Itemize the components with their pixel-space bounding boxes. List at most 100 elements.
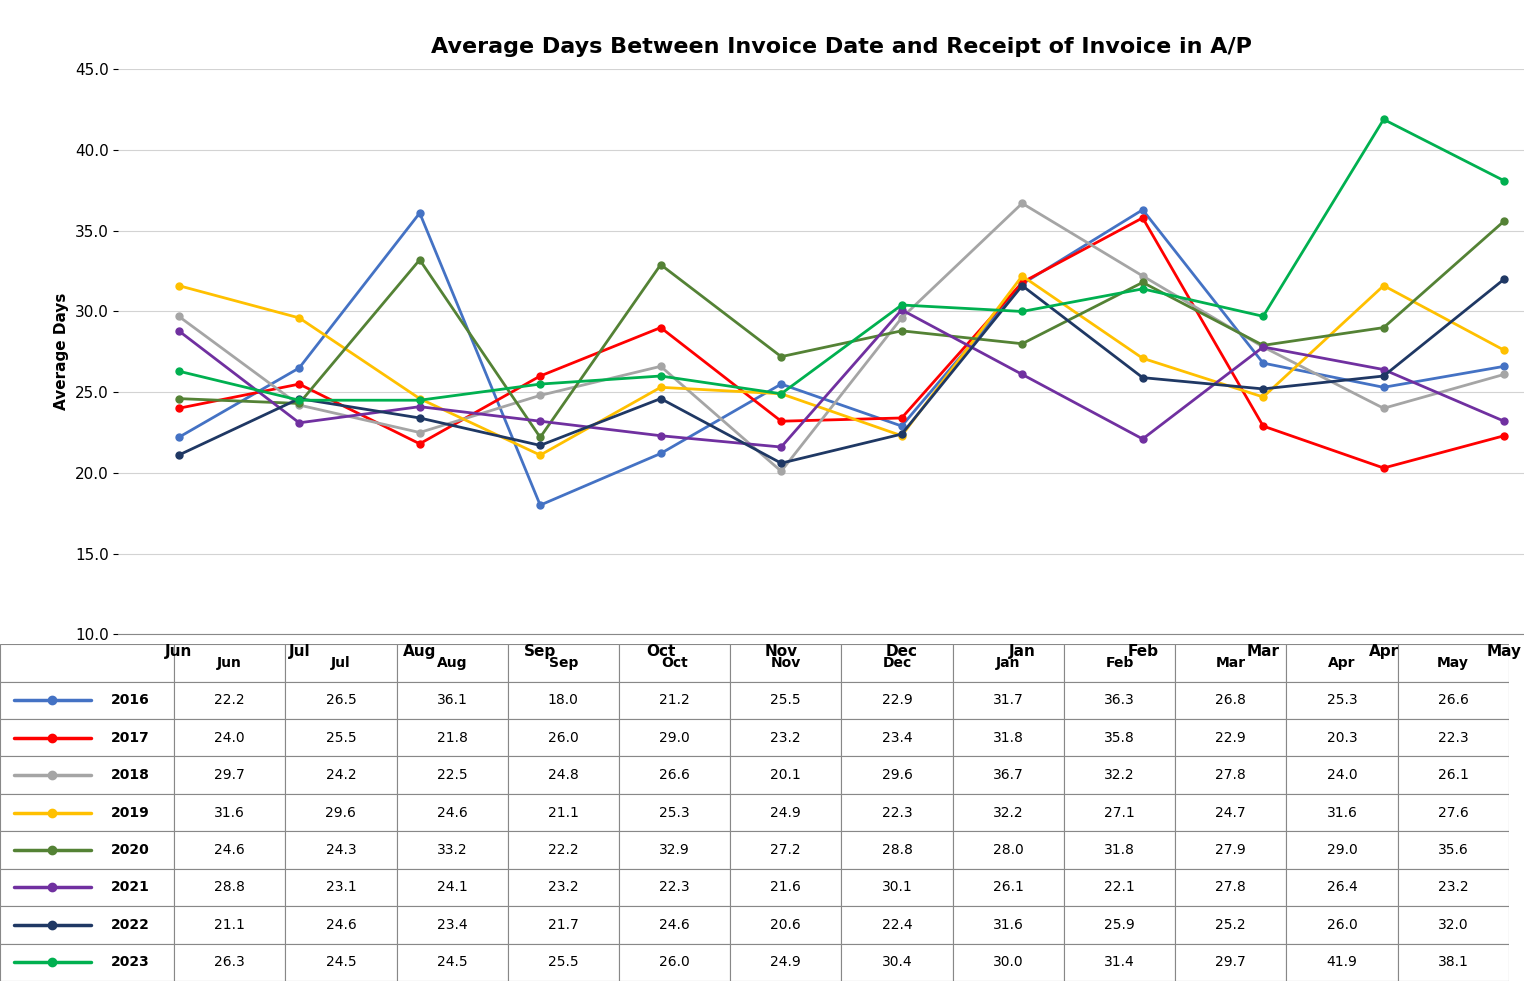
2019 bbox=[410, 392, 428, 404]
Text: Dec: Dec bbox=[882, 656, 911, 670]
2019 bbox=[1013, 270, 1032, 281]
FancyBboxPatch shape bbox=[619, 794, 730, 831]
FancyBboxPatch shape bbox=[1286, 943, 1398, 981]
FancyBboxPatch shape bbox=[174, 943, 285, 981]
Text: 29.6: 29.6 bbox=[881, 768, 913, 782]
FancyBboxPatch shape bbox=[952, 906, 1064, 943]
FancyBboxPatch shape bbox=[1398, 756, 1509, 794]
Text: 22.3: 22.3 bbox=[1437, 730, 1469, 745]
FancyBboxPatch shape bbox=[1175, 719, 1286, 756]
2022 bbox=[1134, 372, 1152, 384]
2021 bbox=[893, 304, 911, 316]
2022 bbox=[1495, 274, 1513, 285]
2020 bbox=[1254, 339, 1273, 351]
Text: 24.7: 24.7 bbox=[1216, 806, 1247, 820]
Text: 26.0: 26.0 bbox=[549, 730, 579, 745]
2017 bbox=[290, 379, 308, 390]
Text: 18.0: 18.0 bbox=[549, 694, 579, 708]
2021 bbox=[410, 400, 428, 412]
FancyBboxPatch shape bbox=[1064, 943, 1175, 981]
2016 bbox=[1134, 204, 1152, 216]
2023 bbox=[652, 370, 671, 382]
2022 bbox=[169, 449, 187, 461]
FancyBboxPatch shape bbox=[730, 943, 841, 981]
FancyBboxPatch shape bbox=[396, 644, 507, 682]
Text: Feb: Feb bbox=[1105, 656, 1134, 670]
FancyBboxPatch shape bbox=[507, 831, 619, 869]
Text: 24.8: 24.8 bbox=[549, 768, 579, 782]
Text: 2022: 2022 bbox=[111, 918, 149, 932]
Text: 31.8: 31.8 bbox=[1103, 843, 1135, 857]
2019 bbox=[530, 449, 549, 461]
2021 bbox=[1013, 369, 1032, 381]
FancyBboxPatch shape bbox=[174, 869, 285, 906]
2019 bbox=[1375, 279, 1393, 291]
FancyBboxPatch shape bbox=[619, 644, 730, 682]
Text: Jul: Jul bbox=[331, 656, 351, 670]
2020 bbox=[169, 392, 187, 404]
FancyBboxPatch shape bbox=[174, 644, 285, 682]
FancyBboxPatch shape bbox=[507, 869, 619, 906]
FancyBboxPatch shape bbox=[730, 794, 841, 831]
FancyBboxPatch shape bbox=[1398, 943, 1509, 981]
Text: 24.5: 24.5 bbox=[326, 955, 357, 969]
Text: 2023: 2023 bbox=[111, 955, 149, 969]
2021 bbox=[1254, 341, 1273, 353]
FancyBboxPatch shape bbox=[730, 756, 841, 794]
Text: 29.7: 29.7 bbox=[215, 768, 245, 782]
FancyBboxPatch shape bbox=[1064, 794, 1175, 831]
Text: 24.6: 24.6 bbox=[326, 918, 357, 932]
Line: 2016: 2016 bbox=[175, 206, 1507, 508]
Text: 20.6: 20.6 bbox=[771, 918, 802, 932]
Text: 31.6: 31.6 bbox=[215, 806, 245, 820]
FancyBboxPatch shape bbox=[841, 682, 952, 719]
Line: 2019: 2019 bbox=[175, 273, 1507, 459]
2020 bbox=[773, 351, 791, 363]
Text: 33.2: 33.2 bbox=[437, 843, 468, 857]
2018 bbox=[290, 399, 308, 411]
2023 bbox=[410, 394, 428, 406]
2017 bbox=[893, 412, 911, 424]
Text: 27.1: 27.1 bbox=[1103, 806, 1135, 820]
FancyBboxPatch shape bbox=[619, 906, 730, 943]
Text: 22.9: 22.9 bbox=[882, 694, 913, 708]
Title: Average Days Between Invoice Date and Receipt of Invoice in A/P: Average Days Between Invoice Date and Re… bbox=[431, 37, 1251, 56]
FancyBboxPatch shape bbox=[1286, 644, 1398, 682]
Text: 22.9: 22.9 bbox=[1215, 730, 1247, 745]
2019 bbox=[1134, 353, 1152, 365]
Text: 27.8: 27.8 bbox=[1215, 880, 1247, 895]
FancyBboxPatch shape bbox=[1175, 943, 1286, 981]
Text: Oct: Oct bbox=[661, 656, 687, 670]
Text: Jan: Jan bbox=[997, 656, 1021, 670]
FancyBboxPatch shape bbox=[1398, 869, 1509, 906]
Text: 24.9: 24.9 bbox=[771, 955, 802, 969]
Text: 2017: 2017 bbox=[111, 730, 149, 745]
2018 bbox=[1013, 197, 1032, 209]
FancyBboxPatch shape bbox=[507, 906, 619, 943]
FancyBboxPatch shape bbox=[0, 644, 174, 682]
2016 bbox=[1013, 278, 1032, 290]
FancyBboxPatch shape bbox=[1175, 682, 1286, 719]
FancyBboxPatch shape bbox=[507, 794, 619, 831]
Text: 21.6: 21.6 bbox=[770, 880, 802, 895]
FancyBboxPatch shape bbox=[285, 831, 396, 869]
FancyBboxPatch shape bbox=[507, 682, 619, 719]
Text: 24.5: 24.5 bbox=[437, 955, 468, 969]
2021 bbox=[652, 430, 671, 442]
2022 bbox=[530, 439, 549, 451]
Text: 28.0: 28.0 bbox=[992, 843, 1024, 857]
Text: 32.0: 32.0 bbox=[1437, 918, 1469, 932]
2023 bbox=[1013, 305, 1032, 317]
Line: 2017: 2017 bbox=[175, 214, 1507, 472]
Text: 31.6: 31.6 bbox=[992, 918, 1024, 932]
FancyBboxPatch shape bbox=[1398, 682, 1509, 719]
Text: 26.6: 26.6 bbox=[660, 768, 690, 782]
Text: Sep: Sep bbox=[549, 656, 578, 670]
2018 bbox=[773, 466, 791, 478]
Text: 24.0: 24.0 bbox=[215, 730, 245, 745]
FancyBboxPatch shape bbox=[1286, 869, 1398, 906]
FancyBboxPatch shape bbox=[396, 794, 507, 831]
2023 bbox=[893, 299, 911, 311]
FancyBboxPatch shape bbox=[841, 831, 952, 869]
FancyBboxPatch shape bbox=[396, 756, 507, 794]
